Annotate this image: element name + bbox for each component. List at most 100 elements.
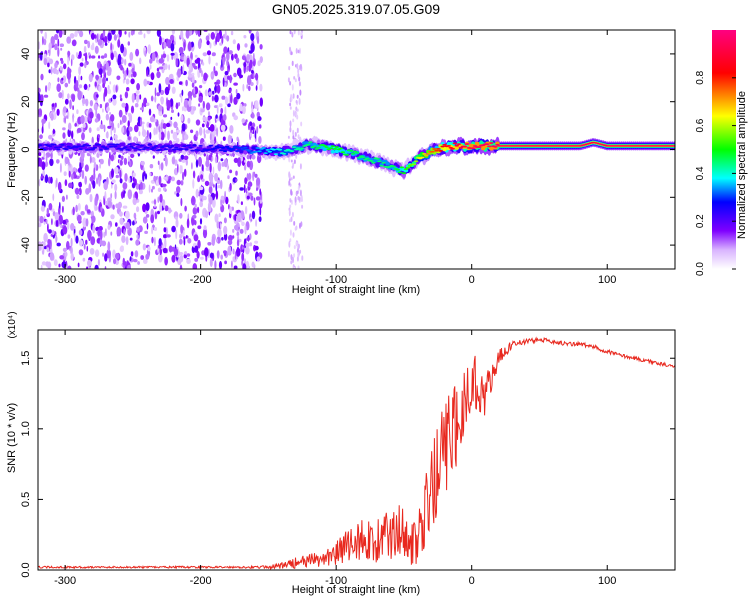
noise-speck: [77, 167, 82, 174]
noise-speck: [51, 103, 55, 107]
noise-speck: [112, 204, 115, 210]
noise-speck: [215, 182, 218, 192]
noise-speck: [117, 33, 120, 38]
noise-speck: [216, 250, 220, 259]
noise-speck: [112, 98, 117, 106]
noise-speck: [229, 135, 233, 139]
noise-speck: [93, 103, 98, 111]
noise-speck: [151, 236, 154, 244]
noise-speck: [75, 51, 79, 58]
noise-speck: [159, 202, 163, 213]
noise-speck: [132, 172, 136, 177]
noise-speck: [159, 193, 163, 203]
noise-speck: [241, 252, 245, 262]
noise-speck: [78, 50, 82, 59]
noise-speck: [248, 192, 253, 197]
signal-cell: [277, 148, 283, 151]
signal-cell: [426, 153, 431, 155]
noise-speck: [170, 116, 173, 120]
noise-speck: [187, 91, 193, 98]
noise-speck: [227, 103, 231, 108]
noise-speck: [103, 181, 108, 191]
noise-speck: [295, 100, 298, 104]
noise-speck: [78, 84, 83, 89]
noise-speck: [226, 52, 230, 61]
signal-cell: [265, 149, 270, 151]
noise-speck: [199, 85, 203, 89]
noise-speck: [48, 203, 53, 211]
noise-speck: [126, 87, 130, 92]
noise-speck: [138, 131, 141, 137]
noise-speck: [148, 123, 152, 128]
noise-speck: [297, 243, 300, 249]
noise-speck: [241, 55, 246, 61]
noise-speck: [150, 214, 155, 224]
noise-speck: [89, 111, 94, 119]
signal-cell: [334, 149, 339, 154]
noise-speck: [228, 50, 233, 55]
signal-cell: [442, 147, 447, 152]
noise-speck: [121, 191, 124, 199]
noise-speck: [158, 131, 162, 141]
x-tick-label: 100: [598, 274, 616, 286]
noise-speck: [50, 113, 54, 121]
noise-speck: [167, 130, 170, 141]
snr-x-label: Height of straight line (km): [292, 584, 420, 596]
noise-speck: [107, 241, 111, 252]
noise-speck: [40, 175, 45, 179]
noise-speck: [66, 115, 68, 119]
noise-speck: [149, 116, 155, 123]
noise-speck: [288, 209, 291, 217]
noise-speck: [102, 76, 106, 86]
noise-speck: [38, 222, 42, 228]
noise-speck: [153, 175, 157, 182]
signal-cell: [340, 151, 346, 154]
noise-speck: [128, 31, 131, 38]
noise-speck: [299, 222, 301, 229]
noise-speck: [54, 212, 59, 221]
noise-speck: [97, 259, 100, 266]
noise-speck: [206, 40, 210, 46]
noise-speck: [183, 54, 187, 64]
signal-cell: [52, 143, 57, 146]
noise-speck: [183, 168, 187, 177]
noise-speck: [174, 191, 177, 195]
noise-speck: [205, 167, 210, 171]
signal-cell: [48, 145, 53, 148]
noise-speck: [104, 191, 107, 201]
noise-speck: [104, 42, 108, 46]
noise-speck: [290, 254, 293, 261]
noise-speck: [156, 67, 160, 72]
signal-cell: [38, 144, 43, 147]
signal-cell: [243, 146, 248, 149]
noise-speck: [48, 58, 54, 65]
noise-speck: [62, 63, 67, 70]
signal-cell: [198, 145, 203, 147]
noise-speck: [103, 124, 106, 133]
noise-speck: [78, 74, 80, 83]
noise-speck: [233, 265, 238, 269]
noise-speck: [183, 238, 186, 246]
noise-speck: [89, 193, 93, 203]
noise-speck: [147, 44, 152, 54]
y-tick-label: 0.5: [20, 492, 32, 507]
noise-speck: [256, 177, 261, 186]
noise-speck: [106, 106, 110, 112]
signal-cell: [216, 146, 222, 149]
noise-speck: [100, 55, 105, 59]
noise-speck: [180, 198, 183, 207]
noise-speck: [145, 214, 150, 218]
signal-cell: [495, 143, 500, 146]
noise-speck: [224, 260, 228, 265]
signal-cell: [231, 147, 236, 150]
noise-speck: [117, 123, 120, 129]
noise-speck: [299, 189, 302, 197]
noise-speck: [204, 210, 209, 219]
noise-speck: [102, 252, 105, 257]
noise-speck: [198, 186, 204, 191]
signal-cell: [92, 146, 98, 149]
noise-speck: [127, 189, 133, 200]
noise-speck: [78, 66, 81, 76]
noise-speck: [287, 77, 290, 83]
